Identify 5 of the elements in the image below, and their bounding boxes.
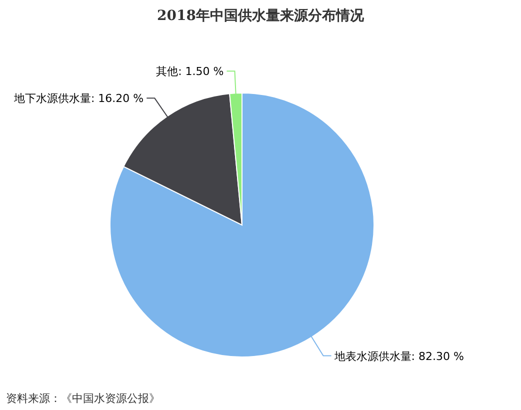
chart-title: 2018年中国供水量来源分布情况 [157,8,365,24]
slice-label: 地表水源供水量: 82.30 % [333,350,464,363]
slice-label: 地下水源供水量: 16.20 % [12,92,144,106]
text: 资料来源：《中国水资源公报》 [6,392,160,405]
slice-label: 其他: 1.50 % [156,65,224,78]
